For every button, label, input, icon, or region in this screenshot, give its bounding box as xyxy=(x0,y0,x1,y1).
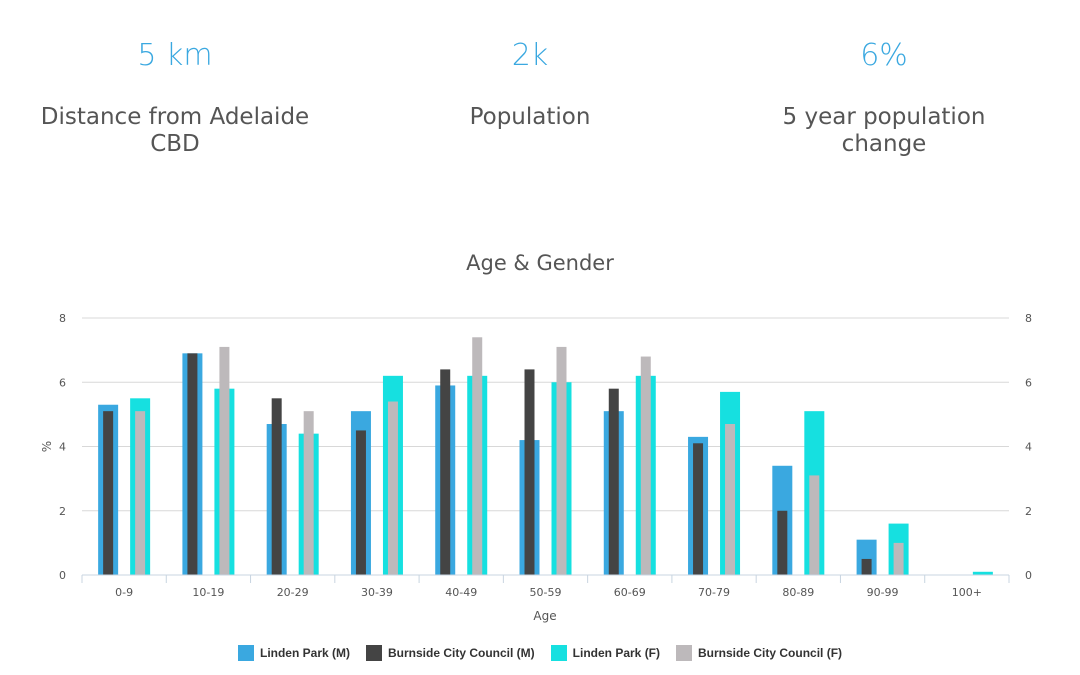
legend-item[interactable]: Burnside City Council (M) xyxy=(366,645,535,661)
bar xyxy=(387,401,398,575)
age-gender-chart: Age & Gender 0 0 2 2 4 4 6 6 8 8% 0-9 10-19 20-29 30-3… xyxy=(40,251,1032,623)
bar xyxy=(103,411,114,575)
bar xyxy=(219,346,230,575)
x-tick-label: 0-9 xyxy=(115,586,133,599)
legend-swatch xyxy=(550,645,567,661)
bar xyxy=(472,337,483,575)
legend-label: Linden Park (M) xyxy=(259,646,350,660)
stats-row: 5 km Distance from Adelaide CBD 2k Popul… xyxy=(0,38,1080,178)
legend-swatch xyxy=(676,645,693,661)
bar xyxy=(972,571,993,575)
stat-distance-value: 5 km xyxy=(137,38,213,73)
y2-tick-label: 6 xyxy=(1025,376,1032,389)
legend-label: Linden Park (F) xyxy=(572,646,661,660)
bar xyxy=(861,558,872,575)
legend-label: Burnside City Council (M) xyxy=(388,646,535,660)
y2-tick-label: 4 xyxy=(1025,441,1032,454)
x-tick-label: 80-89 xyxy=(782,586,814,599)
stat-population-label: Population xyxy=(469,104,591,130)
stat-population-change: 6% 5 year population change xyxy=(714,38,1054,158)
y-tick-label: 0 xyxy=(59,569,66,582)
stat-population-value: 2k xyxy=(511,38,549,73)
bar xyxy=(355,430,366,575)
bar xyxy=(693,443,704,575)
x-tick-label: 10-19 xyxy=(192,586,224,599)
stat-population: 2k Population xyxy=(360,38,700,131)
bar xyxy=(640,356,651,575)
x-tick-label: 20-29 xyxy=(277,586,309,599)
bar xyxy=(809,475,820,575)
x-tick-label: 100+ xyxy=(952,586,982,599)
legend-item[interactable]: Burnside City Council (F) xyxy=(676,645,842,661)
bar xyxy=(777,510,788,575)
y-tick-label: 6 xyxy=(59,376,66,389)
x-tick-label: 70-79 xyxy=(698,586,730,599)
y-tick-label: 4 xyxy=(59,441,66,454)
stat-population-change-label: 5 year population change xyxy=(782,104,986,157)
x-axis-label: Age xyxy=(533,609,556,623)
y-tick-label: 8 xyxy=(59,312,66,325)
legend-item[interactable]: Linden Park (M) xyxy=(237,645,350,661)
x-tick-label: 40-49 xyxy=(445,586,477,599)
y2-tick-label: 8 xyxy=(1025,312,1032,325)
x-tick-label: 50-59 xyxy=(530,586,562,599)
y2-tick-label: 0 xyxy=(1025,569,1032,582)
chart-legend: Linden Park (M) Burnside City Council (M)… xyxy=(0,645,1080,661)
bar xyxy=(608,388,619,575)
chart-title: Age & Gender xyxy=(466,251,614,275)
legend-label: Burnside City Council (F) xyxy=(698,646,843,660)
x-tick-label: 90-99 xyxy=(867,586,899,599)
stat-population-change-value: 6% xyxy=(860,38,908,73)
bar xyxy=(893,542,904,575)
bar xyxy=(524,369,535,575)
bar xyxy=(556,346,567,575)
stat-distance-label: Distance from Adelaide CBD xyxy=(40,104,310,157)
bar xyxy=(725,424,736,575)
legend-swatch xyxy=(237,645,254,661)
bar xyxy=(135,411,146,575)
y-tick-label: 2 xyxy=(59,505,66,518)
bar xyxy=(440,369,451,575)
x-tick-label: 60-69 xyxy=(614,586,646,599)
x-tick-label: 30-39 xyxy=(361,586,393,599)
bar xyxy=(271,398,282,575)
y2-tick-label: 2 xyxy=(1025,505,1032,518)
y-axis-label: % xyxy=(40,441,54,452)
stat-distance: 5 km Distance from Adelaide CBD xyxy=(5,38,345,158)
bar xyxy=(303,411,314,575)
bar xyxy=(187,353,198,575)
legend-item[interactable]: Linden Park (F) xyxy=(550,645,661,661)
legend-swatch xyxy=(366,645,382,661)
